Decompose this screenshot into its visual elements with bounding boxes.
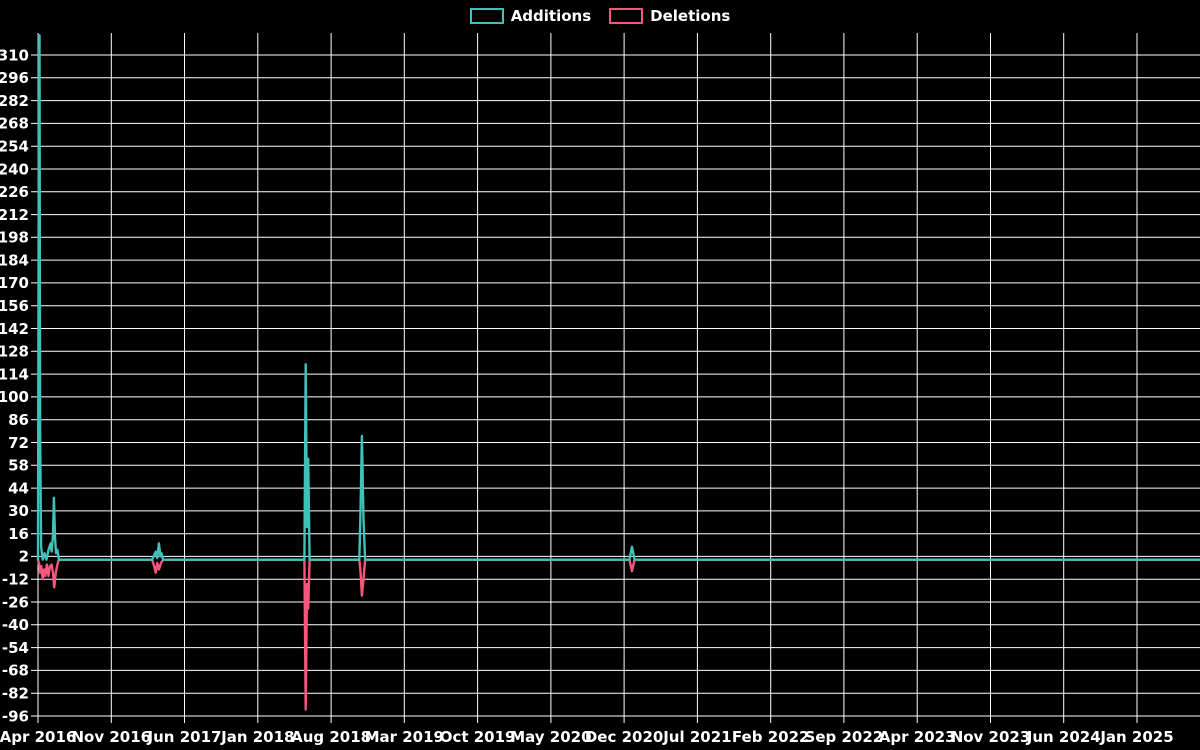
- y-tick-label: 72: [8, 434, 29, 452]
- x-tick-label: Jul 2021: [662, 728, 731, 746]
- x-tick-label: Nov 2023: [951, 728, 1031, 746]
- x-tick-label: Dec 2020: [585, 728, 664, 746]
- y-tick-label: 2: [19, 548, 29, 566]
- axis-labels: 310 296 282 268 254 240 226 212 198 184 170 156 142 1…: [0, 46, 1174, 746]
- y-tick-label: 142: [0, 320, 29, 338]
- y-tick-label: 268: [0, 115, 29, 133]
- y-tick-label: 128: [0, 343, 29, 361]
- y-tick-label: 254: [0, 137, 29, 155]
- legend-item-deletions[interactable]: Deletions: [609, 8, 730, 24]
- x-tick-label: Feb 2022: [732, 728, 810, 746]
- y-tick-label: 198: [0, 229, 29, 247]
- y-tick-label: 296: [0, 69, 29, 87]
- x-tick-label: Aug 2018: [291, 728, 371, 746]
- legend-item-additions[interactable]: Additions: [469, 6, 592, 25]
- y-tick-label: 240: [0, 160, 29, 178]
- y-tick-label: 30: [8, 502, 29, 520]
- gridlines: [31, 33, 1200, 723]
- y-tick-label: -40: [2, 616, 29, 634]
- x-tick-label: Jun 2024: [1026, 728, 1101, 746]
- additions-series-line: [36, 34, 1200, 561]
- x-tick-label: Nov 2016: [71, 728, 151, 746]
- x-tick-label: Apr 2016: [0, 728, 76, 746]
- y-tick-label: 184: [0, 251, 29, 269]
- chart-legend: Additions Deletions: [0, 8, 1200, 24]
- deletions-series-line: [36, 558, 1200, 711]
- series: [36, 34, 1200, 711]
- y-tick-label: -26: [2, 593, 29, 611]
- y-tick-label: 16: [8, 525, 29, 543]
- y-tick-label: 156: [0, 297, 29, 315]
- legend-label-additions: Additions: [510, 6, 592, 25]
- y-tick-label: 212: [0, 206, 29, 224]
- y-tick-label: 58: [8, 457, 29, 475]
- x-tick-label: Jan 2025: [1099, 728, 1173, 746]
- x-tick-label: Jan 2018: [220, 728, 294, 746]
- y-tick-label: -96: [2, 707, 29, 725]
- y-tick-label: -68: [2, 662, 29, 680]
- deletions-swatch-icon: [609, 8, 644, 24]
- x-tick-label: Apr 2023: [879, 728, 956, 746]
- y-tick-label: 100: [0, 388, 29, 406]
- y-tick-label: 282: [0, 92, 29, 110]
- y-tick-label: 226: [0, 183, 29, 201]
- x-tick-label: May 2020: [510, 728, 591, 746]
- legend-label-deletions: Deletions: [650, 6, 731, 25]
- x-tick-label: Jun 2017: [147, 728, 222, 746]
- y-tick-label: -54: [2, 639, 29, 657]
- y-tick-label: 114: [0, 365, 29, 383]
- y-tick-label: -82: [2, 684, 29, 702]
- y-tick-label: 44: [8, 479, 29, 497]
- y-tick-label: 310: [0, 46, 29, 64]
- x-tick-label: Mar 2019: [365, 728, 444, 746]
- y-tick-label: -12: [2, 570, 29, 588]
- y-tick-label: 86: [8, 411, 29, 429]
- x-tick-label: Oct 2019: [440, 728, 516, 746]
- additions-swatch-icon: [469, 8, 504, 24]
- x-tick-label: Sep 2022: [805, 728, 884, 746]
- y-tick-label: 170: [0, 274, 29, 292]
